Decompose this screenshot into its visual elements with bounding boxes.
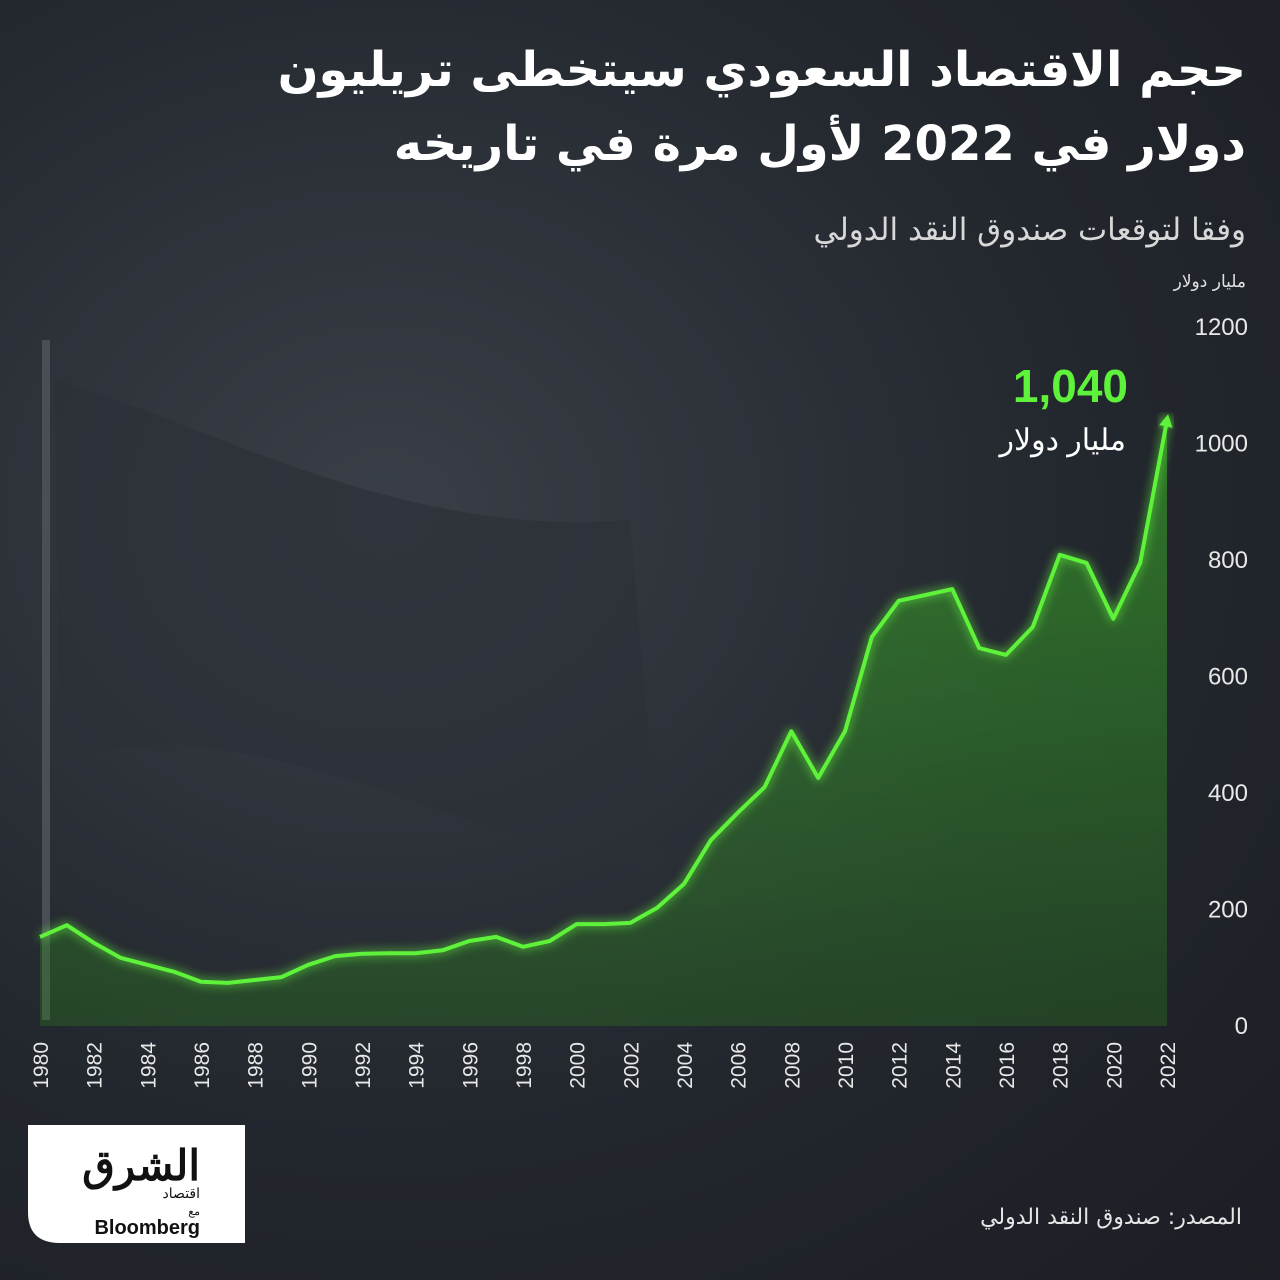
- x-tick-label: 2018: [1050, 1042, 1073, 1089]
- x-tick-label: 2022: [1157, 1042, 1180, 1089]
- y-tick-label: 0: [1235, 1013, 1248, 1040]
- x-tick-label: 1990: [298, 1042, 321, 1089]
- y-tick-label: 800: [1208, 547, 1248, 574]
- flag-shape: [55, 380, 660, 870]
- logo-name: الشرق: [82, 1142, 200, 1191]
- y-tick-label: 1200: [1195, 314, 1248, 341]
- x-tick-label: 2002: [620, 1042, 643, 1089]
- x-tick-label: 1994: [406, 1042, 429, 1089]
- logo-with: مع: [188, 1206, 200, 1218]
- x-tick-label: 2004: [674, 1042, 697, 1089]
- y-tick-label: 200: [1208, 897, 1248, 924]
- x-tick-label: 1982: [84, 1042, 107, 1089]
- x-tick-label: 2008: [781, 1042, 804, 1089]
- y-unit: مليار دولار: [1173, 272, 1246, 292]
- x-tick-label: 1996: [459, 1042, 482, 1089]
- x-tick-label: 1988: [245, 1042, 268, 1089]
- x-tick-label: 2014: [942, 1042, 965, 1089]
- logo-section: اقتصاد: [163, 1185, 200, 1201]
- x-tick-label: 2016: [996, 1042, 1019, 1089]
- line: [39, 419, 1169, 985]
- x-tick-label: 1984: [137, 1042, 160, 1089]
- area: [40, 420, 1167, 1026]
- y-tick-label: 1000: [1195, 431, 1248, 458]
- value-label: 1,040: [1013, 360, 1128, 412]
- x-tick-label: 2006: [728, 1042, 751, 1089]
- x-tick-label: 2012: [889, 1042, 912, 1089]
- x-tick-label: 2010: [835, 1042, 858, 1089]
- subtitle: وفقا لتوقعات صندوق النقد الدولي: [813, 212, 1246, 248]
- x-tick-label: 1980: [30, 1042, 53, 1089]
- x-tick-label: 1986: [191, 1042, 214, 1089]
- x-tick-label: 2000: [567, 1042, 590, 1089]
- source: المصدر: صندوق النقد الدولي: [980, 1205, 1242, 1230]
- logo-partner: Bloomberg: [94, 1217, 200, 1239]
- x-tick-label: 1998: [513, 1042, 536, 1089]
- x-tick-label: 1992: [352, 1042, 375, 1089]
- title-line: دولار في 2022 لأول مرة في تاريخه: [393, 116, 1246, 172]
- logo-box: [28, 1125, 245, 1243]
- y-tick-label: 400: [1208, 780, 1248, 807]
- y-tick-label: 600: [1208, 664, 1248, 691]
- logo: الشرق اقتصاد مع Bloomberg: [28, 1125, 245, 1243]
- arrow-head: [1159, 414, 1173, 428]
- x-tick-label: 2020: [1103, 1042, 1126, 1089]
- value-unit: مليار دولار: [998, 424, 1126, 458]
- title-line: حجم الاقتصاد السعودي سيتخطى تريليون: [277, 42, 1246, 98]
